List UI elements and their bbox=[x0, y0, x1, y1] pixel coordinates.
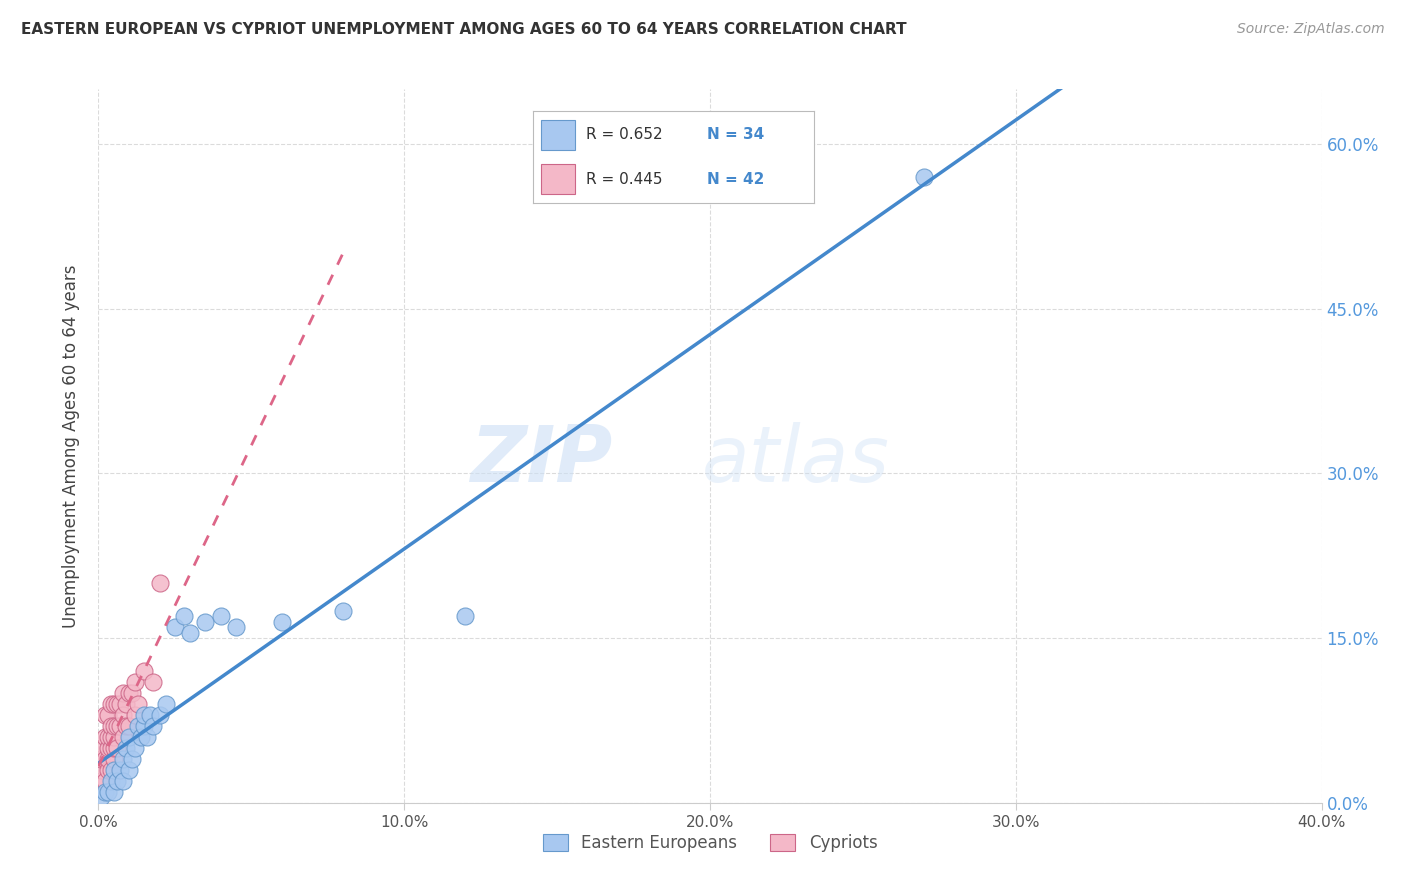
Point bbox=[90, 752, 112, 766]
Point bbox=[100, 740, 122, 755]
Point bbox=[108, 763, 131, 777]
Point bbox=[118, 686, 141, 700]
Point bbox=[332, 604, 354, 618]
Point bbox=[100, 730, 122, 744]
Point bbox=[270, 615, 292, 629]
Point bbox=[121, 686, 143, 700]
Point bbox=[105, 719, 128, 733]
Point bbox=[97, 763, 120, 777]
Point bbox=[225, 620, 247, 634]
Point bbox=[103, 763, 125, 777]
Point bbox=[103, 752, 125, 766]
Point bbox=[90, 740, 112, 755]
Point bbox=[115, 719, 138, 733]
Point bbox=[118, 730, 141, 744]
Point bbox=[90, 763, 112, 777]
Point bbox=[93, 708, 115, 723]
Point bbox=[124, 675, 146, 690]
Point bbox=[111, 773, 134, 788]
Point bbox=[105, 773, 128, 788]
Point bbox=[149, 576, 172, 591]
Point bbox=[129, 730, 152, 744]
Point bbox=[97, 785, 120, 799]
Point bbox=[103, 740, 125, 755]
Point bbox=[194, 615, 217, 629]
Point bbox=[97, 752, 120, 766]
Point bbox=[108, 719, 131, 733]
Point bbox=[111, 730, 134, 744]
Point bbox=[108, 697, 131, 711]
Point bbox=[90, 773, 112, 788]
Point bbox=[115, 697, 138, 711]
Point bbox=[111, 708, 134, 723]
Point bbox=[149, 708, 172, 723]
Point bbox=[155, 697, 177, 711]
Legend: Eastern Europeans, Cypriots: Eastern Europeans, Cypriots bbox=[536, 827, 884, 859]
Point bbox=[134, 708, 156, 723]
Point bbox=[124, 708, 146, 723]
Point bbox=[111, 686, 134, 700]
Point bbox=[100, 719, 122, 733]
Point bbox=[134, 664, 156, 678]
Point bbox=[124, 740, 146, 755]
Point bbox=[97, 708, 120, 723]
Point bbox=[105, 697, 128, 711]
Point bbox=[118, 763, 141, 777]
Point bbox=[100, 773, 122, 788]
Point bbox=[93, 752, 115, 766]
Point bbox=[121, 752, 143, 766]
Point bbox=[93, 785, 115, 799]
Point bbox=[136, 730, 159, 744]
Point bbox=[100, 697, 122, 711]
Point bbox=[97, 730, 120, 744]
Point bbox=[103, 719, 125, 733]
Point bbox=[209, 609, 232, 624]
Point bbox=[179, 625, 201, 640]
Point bbox=[103, 785, 125, 799]
Point bbox=[118, 719, 141, 733]
Point bbox=[93, 773, 115, 788]
Y-axis label: Unemployment Among Ages 60 to 64 years: Unemployment Among Ages 60 to 64 years bbox=[62, 264, 80, 628]
Point bbox=[127, 719, 149, 733]
Point bbox=[139, 708, 162, 723]
Point bbox=[454, 609, 477, 624]
Point bbox=[111, 752, 134, 766]
Point bbox=[912, 169, 935, 184]
Point bbox=[127, 697, 149, 711]
Point bbox=[105, 740, 128, 755]
Text: Source: ZipAtlas.com: Source: ZipAtlas.com bbox=[1237, 22, 1385, 37]
Point bbox=[115, 740, 138, 755]
Text: atlas: atlas bbox=[702, 422, 890, 499]
Point bbox=[90, 790, 112, 805]
Point bbox=[103, 697, 125, 711]
Text: EASTERN EUROPEAN VS CYPRIOT UNEMPLOYMENT AMONG AGES 60 TO 64 YEARS CORRELATION C: EASTERN EUROPEAN VS CYPRIOT UNEMPLOYMENT… bbox=[21, 22, 907, 37]
Point bbox=[97, 740, 120, 755]
Point bbox=[173, 609, 195, 624]
Point bbox=[142, 719, 165, 733]
Point bbox=[134, 719, 156, 733]
Point bbox=[93, 730, 115, 744]
Point bbox=[103, 730, 125, 744]
Point bbox=[163, 620, 186, 634]
Point bbox=[100, 763, 122, 777]
Point bbox=[142, 675, 165, 690]
Text: ZIP: ZIP bbox=[470, 422, 612, 499]
